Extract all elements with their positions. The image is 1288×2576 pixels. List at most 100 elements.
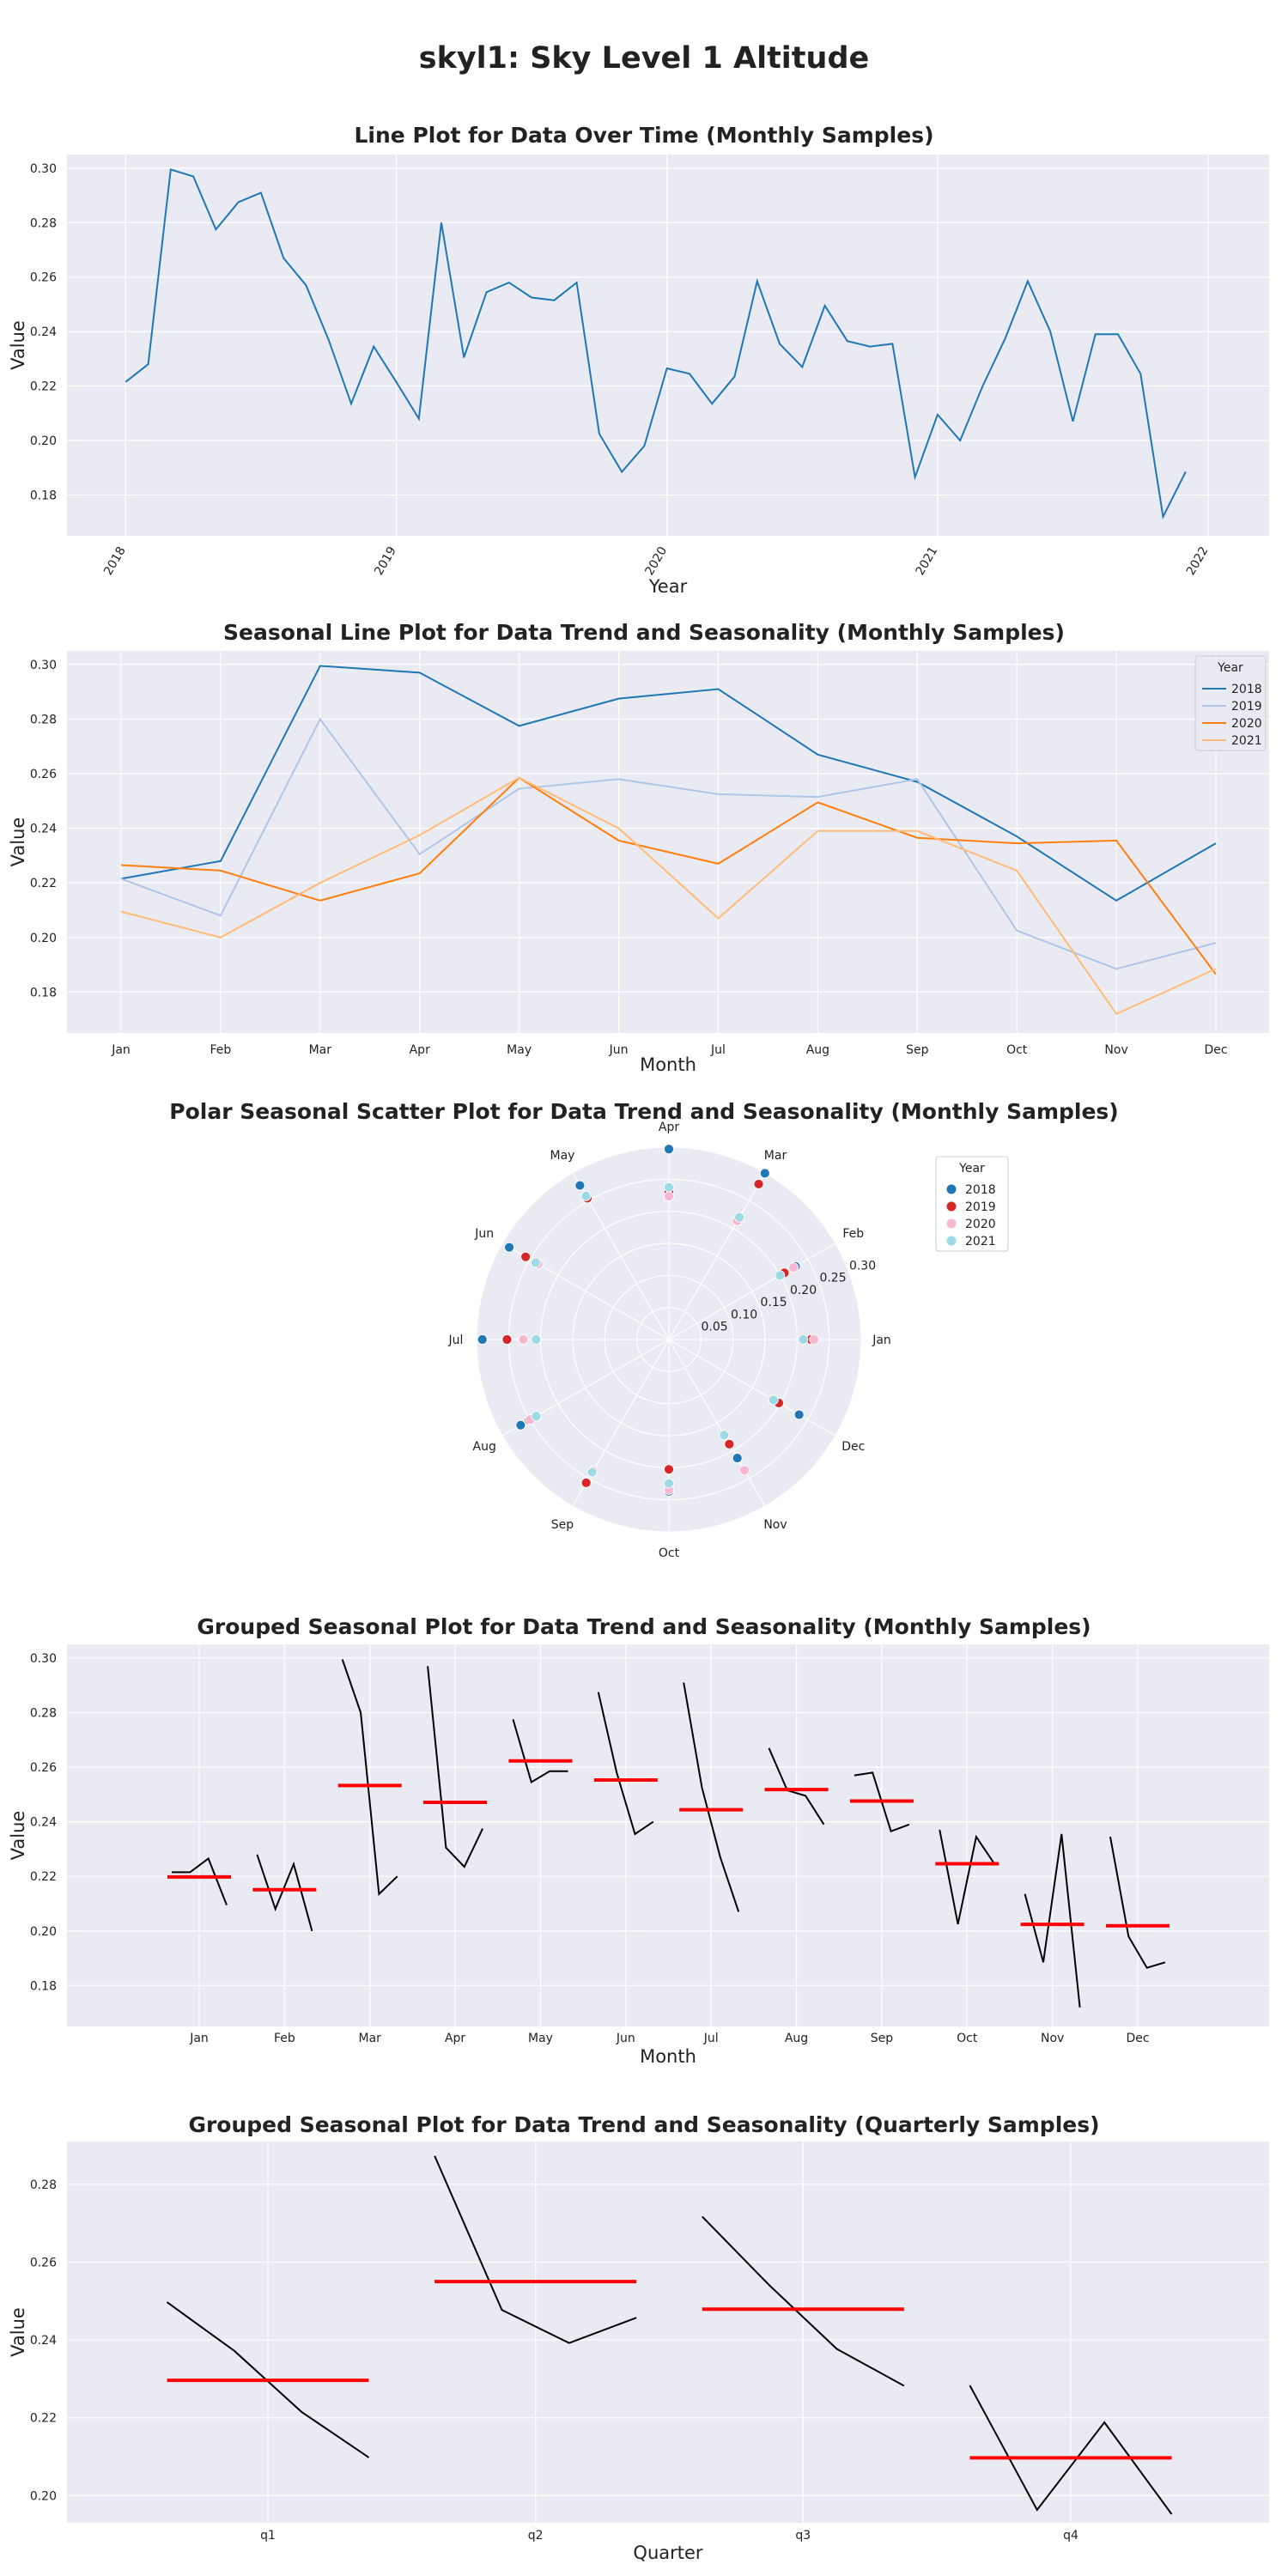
chart3-point-2019 (580, 1477, 592, 1488)
chart3-theta-label: Dec (841, 1440, 865, 1454)
chart1-ytick-label: 0.18 (30, 489, 57, 502)
chart2-ytick-label: 0.28 (30, 713, 57, 726)
chart4-ytick-label: 0.22 (30, 1870, 57, 1884)
chart2-title: Seasonal Line Plot for Data Trend and Se… (223, 620, 1065, 645)
chart4-ytick-label: 0.24 (30, 1816, 57, 1830)
chart4-xtick-label: Dec (1126, 2032, 1149, 2045)
chart3-point-2019 (724, 1438, 735, 1449)
chart4-group-line-Dec (1109, 1836, 1166, 1969)
chart1-xtick-label: 2019 (372, 544, 399, 578)
chart1-xtick-label: 2018 (101, 544, 129, 578)
chart3-point-2021 (530, 1257, 541, 1268)
chart3-point-2021 (734, 1212, 745, 1223)
chart4-plot-area (67, 1644, 1269, 2026)
chart2-legend-label: 2019 (1231, 700, 1262, 714)
chart1-series-line (125, 168, 1187, 520)
chart3-title: Polar Seasonal Scatter Plot for Data Tre… (169, 1099, 1119, 1124)
chart2-series-line-2021 (120, 776, 1217, 1016)
chart2-ytick-label: 0.18 (30, 986, 57, 999)
chart3-point-2020 (518, 1334, 529, 1345)
chart3-spoke (668, 1172, 766, 1340)
chart3-point-2021 (719, 1430, 730, 1441)
chart3-spoke (668, 1339, 836, 1437)
chart3-theta-label: Feb (842, 1227, 864, 1241)
chart3-point-2018 (793, 1409, 805, 1420)
chart3-rtick-label: 0.30 (849, 1259, 876, 1273)
chart3-rtick-label: 0.10 (731, 1308, 757, 1321)
chart3-legend-label: 2019 (965, 1200, 996, 1214)
chart2-ytick-label: 0.20 (30, 932, 57, 945)
chart2-xtick-label: Jun (609, 1043, 629, 1057)
chart3-rtick-label: 0.25 (819, 1272, 846, 1285)
chart1-ytick-label: 0.24 (30, 325, 57, 339)
chart2-xlabel: Month (640, 1054, 696, 1075)
chart4-group-line-Jun (597, 1692, 654, 1836)
chart4-xtick-label: Mar (359, 2032, 382, 2045)
chart5-group-line-q2 (434, 2155, 637, 2344)
chart4-title: Grouped Seasonal Plot for Data Trend and… (197, 1614, 1091, 1639)
chart2-xtick-label: Aug (806, 1043, 829, 1057)
chart3-point-2021 (531, 1411, 542, 1422)
chart2-ytick-label: 0.30 (30, 659, 57, 672)
chart5-ytick-label: 0.28 (30, 2178, 57, 2192)
chart3-point-2019 (753, 1179, 764, 1189)
chart3-legend-marker (946, 1236, 957, 1246)
chart3-legend-label: 2021 (965, 1235, 996, 1249)
chart3-theta-label: Apr (659, 1121, 679, 1134)
chart3-theta-label: May (550, 1149, 575, 1163)
chart3-point-2019 (501, 1334, 513, 1345)
chart4-xtick-label: Feb (274, 2032, 295, 2045)
chart5-ytick-label: 0.22 (30, 2412, 57, 2426)
chart2-xtick-label: May (507, 1043, 532, 1057)
chart4-ylabel: Value (8, 1811, 28, 1861)
chart1-plot-area (67, 155, 1269, 536)
chart3-point-2021 (768, 1394, 779, 1406)
chart2-xtick-label: Oct (1006, 1043, 1028, 1057)
chart1-ytick-label: 0.26 (30, 271, 57, 285)
chart3-point-2021 (586, 1467, 598, 1478)
chart3-spoke (668, 1339, 766, 1507)
chart2-xtick-label: Sep (906, 1043, 929, 1057)
chart4-ytick-label: 0.28 (30, 1706, 57, 1720)
chart5-xtick-label: q3 (795, 2529, 811, 2543)
chart1-title: Line Plot for Data Over Time (Monthly Sa… (354, 123, 934, 148)
chart2-ylabel: Value (8, 817, 28, 867)
chart2-legend-title: Year (1217, 661, 1243, 675)
chart3-point-2018 (732, 1453, 743, 1463)
chart3-legend-label: 2020 (965, 1218, 996, 1231)
chart1-xlabel: Year (648, 576, 688, 597)
chart2-legend-label: 2021 (1231, 734, 1262, 748)
chart3-theta-label: Jan (872, 1334, 891, 1347)
chart4-group-line-Apr (427, 1666, 484, 1868)
chart4-group-line-May (512, 1719, 568, 1784)
chart1-xtick-label: 2021 (914, 544, 941, 578)
chart2-ytick-label: 0.26 (30, 768, 57, 781)
chart2-legend-label: 2020 (1231, 717, 1262, 731)
chart2-legend-box (1194, 655, 1267, 751)
chart3-spoke (501, 1242, 670, 1340)
chart1-xtick-label: 2020 (642, 544, 670, 578)
chart2-xtick-label: Mar (309, 1043, 332, 1057)
chart3-point-2021 (664, 1478, 674, 1489)
chart5-xtick-label: q2 (528, 2529, 544, 2543)
chart5-xlabel: Quarter (633, 2543, 702, 2563)
chart4-xtick-label: Jul (703, 2032, 719, 2045)
chart4-ytick-label: 0.26 (30, 1761, 57, 1775)
chart3-theta-label: Jun (474, 1227, 494, 1241)
chart2-xtick-label: Jan (111, 1043, 131, 1057)
chart1-ytick-label: 0.20 (30, 434, 57, 448)
chart2-xtick-label: Jul (710, 1043, 726, 1057)
chart1-ylabel: Value (8, 320, 28, 370)
chart5-group-line-q3 (702, 2215, 905, 2387)
chart4-xtick-label: May (528, 2032, 553, 2045)
chart2-ytick-label: 0.24 (30, 823, 57, 836)
chart5-title: Grouped Seasonal Plot for Data Trend and… (188, 2112, 1100, 2137)
chart3-point-2018 (759, 1168, 770, 1179)
chart3-point-2018 (504, 1242, 514, 1253)
figure-title: skyl1: Sky Level 1 Altitude (418, 41, 870, 76)
chart3-theta-label: Jul (448, 1334, 464, 1347)
chart2-xtick-label: Apr (410, 1043, 430, 1057)
chart5-ytick-label: 0.20 (30, 2489, 57, 2503)
chart3-rtick-label: 0.20 (790, 1284, 817, 1297)
